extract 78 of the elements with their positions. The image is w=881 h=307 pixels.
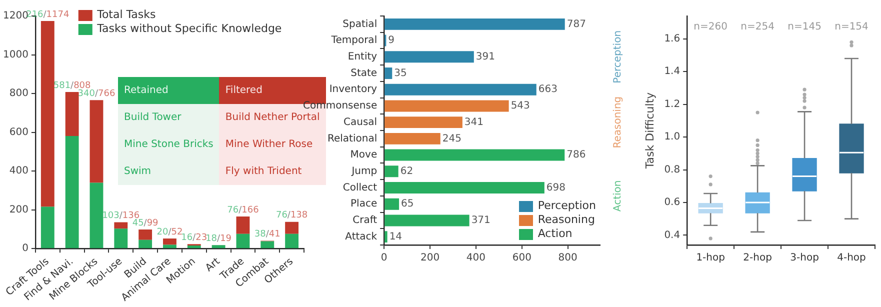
data-label: 371 bbox=[471, 215, 490, 226]
y-axis-title: Task Difficulty bbox=[643, 92, 656, 170]
x-tick-label: 3-hop bbox=[790, 252, 819, 264]
y-tick-label: Inventory bbox=[329, 84, 378, 96]
legend-label: Reasoning bbox=[538, 213, 595, 227]
y-tick-label: Attack bbox=[345, 231, 378, 242]
data-label: 62 bbox=[400, 166, 414, 177]
y-tick-label: Causal bbox=[344, 116, 378, 128]
data-label: 543 bbox=[510, 100, 530, 112]
x-tick-label: 400 bbox=[466, 252, 486, 264]
annotation: Swim bbox=[118, 158, 220, 185]
x-tick-label: 1-hop bbox=[696, 252, 725, 264]
x-tick-label: 600 bbox=[512, 252, 532, 264]
data-label: 35 bbox=[394, 68, 407, 79]
y-tick-label: 1.0 bbox=[664, 132, 680, 143]
y-tick-label: Relational bbox=[327, 133, 378, 144]
data-label: 391 bbox=[476, 51, 495, 62]
data-label: 14 bbox=[389, 231, 402, 242]
legend-label: Perception bbox=[538, 199, 596, 213]
y-tick-label: 600 bbox=[9, 126, 28, 138]
text: Action bbox=[612, 180, 624, 212]
y-tick-label: Temporal bbox=[330, 35, 378, 46]
annotation: Fly with Trident bbox=[219, 158, 326, 185]
y-tick-label: 800 bbox=[9, 88, 28, 100]
data-label: 65 bbox=[401, 198, 414, 210]
y-tick-label: Place bbox=[350, 198, 378, 210]
legend-label: Total Tasks bbox=[97, 8, 156, 22]
annotation: Mine Wither Rose bbox=[219, 131, 326, 158]
data-label: 9 bbox=[388, 35, 395, 46]
y-tick-label: State bbox=[350, 68, 378, 79]
annotation: n=260 bbox=[694, 22, 728, 33]
x-tick-label: 200 bbox=[420, 252, 440, 264]
data-label: 663 bbox=[538, 84, 558, 96]
annotation: n=154 bbox=[834, 22, 868, 33]
data-label: 786 bbox=[566, 150, 586, 161]
y-tick-label: 1.2 bbox=[664, 98, 680, 110]
data-label: 245 bbox=[442, 133, 462, 144]
y-tick-label: 0.6 bbox=[664, 197, 680, 208]
y-tick-label: 1.4 bbox=[664, 66, 680, 78]
text: 20/52 bbox=[156, 227, 183, 238]
y-tick-label: 0.4 bbox=[664, 230, 680, 241]
legend-label: Action bbox=[538, 227, 572, 241]
x-tick-label: 4-hop bbox=[837, 252, 866, 264]
y-tick-label: Jump bbox=[350, 166, 378, 177]
legend-label: Tasks without Specific Knowledge bbox=[97, 22, 282, 36]
y-tick-label: 0.8 bbox=[664, 164, 680, 176]
y-tick-label: 1.6 bbox=[664, 33, 680, 44]
annotation: Retained bbox=[118, 77, 220, 104]
x-tick-label: 2-hop bbox=[743, 252, 772, 264]
data-label: 698 bbox=[546, 182, 566, 194]
text: 45/99 bbox=[132, 218, 158, 228]
text: Reasoning bbox=[612, 96, 624, 148]
data-label: 787 bbox=[566, 18, 586, 30]
annotation: Build Tower bbox=[118, 104, 220, 131]
annotation: Filtered bbox=[225, 85, 262, 96]
text: 76/138 bbox=[276, 210, 308, 221]
x-tick-label: 0 bbox=[380, 252, 388, 264]
data-label: 341 bbox=[464, 116, 484, 128]
annotation: Build Nether Portal bbox=[225, 112, 320, 123]
y-tick-label: Commonsense bbox=[302, 100, 378, 112]
annotation: n=254 bbox=[740, 22, 774, 33]
x-tick-label: 800 bbox=[558, 252, 578, 264]
text: Perception bbox=[612, 30, 624, 84]
text: 76/166 bbox=[227, 205, 259, 216]
y-tick-label: 200 bbox=[9, 204, 28, 216]
y-tick-label: 400 bbox=[9, 166, 28, 177]
y-tick-label: Spatial bbox=[342, 18, 378, 30]
y-tick-label: Entity bbox=[348, 51, 378, 62]
text: 18/19 bbox=[206, 234, 232, 244]
y-tick-label: Craft bbox=[352, 215, 378, 226]
annotation: n=145 bbox=[788, 22, 822, 33]
text: 16/23 bbox=[181, 233, 208, 244]
annotation: Mine Stone Bricks bbox=[118, 131, 220, 158]
y-tick-label: 0 bbox=[22, 243, 28, 254]
y-tick-label: Move bbox=[350, 150, 378, 161]
y-tick-label: 1000 bbox=[2, 49, 28, 60]
text: 38/41 bbox=[254, 230, 280, 240]
y-tick-label: Collect bbox=[342, 182, 378, 194]
